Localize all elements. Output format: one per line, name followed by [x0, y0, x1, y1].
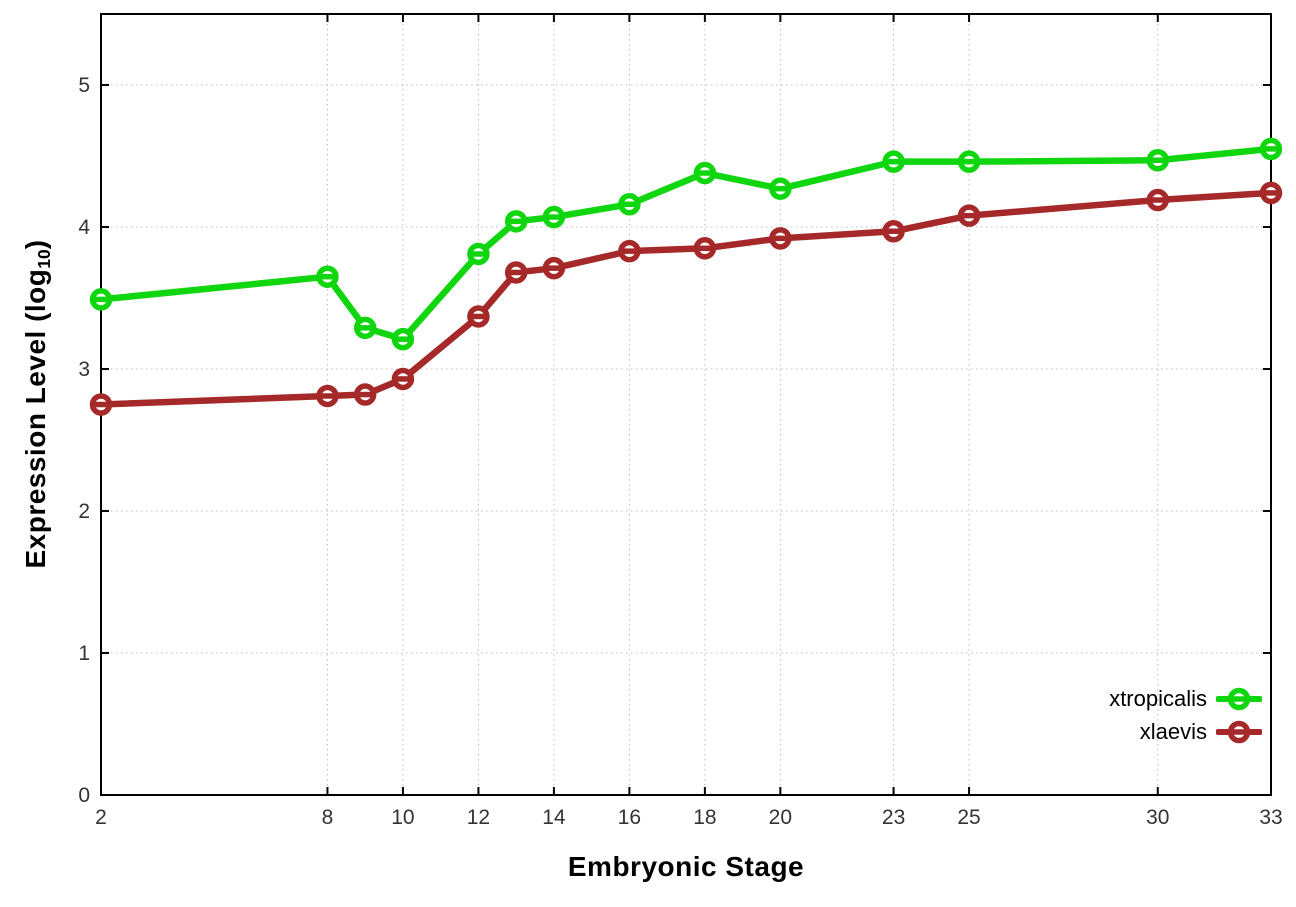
x-tick-label: 10 — [391, 806, 414, 829]
x-tick-label: 20 — [769, 806, 792, 829]
y-tick-label: 1 — [78, 642, 90, 665]
legend-label: xlaevis — [1139, 718, 1207, 744]
x-axis-title: Embryonic Stage — [567, 851, 805, 882]
x-tick-label: 30 — [1146, 806, 1169, 829]
y-axis-title-subscript: 10 — [33, 249, 54, 269]
y-axis-title: Expression Level (log10) — [20, 239, 55, 568]
x-tick-label: 14 — [542, 806, 566, 829]
x-tick-label: 8 — [322, 806, 334, 829]
legend: xtropicalis xlaevis — [1109, 682, 1262, 748]
legend-marker-sample — [1216, 687, 1262, 710]
y-axis-title-text: Expression Level (log — [20, 268, 51, 569]
legend-label: xtropicalis — [1109, 685, 1207, 711]
legend-item: xtropicalis — [1109, 682, 1262, 715]
x-tick-label: 25 — [957, 806, 980, 829]
y-tick-label: 2 — [78, 500, 90, 523]
x-tick-label: 16 — [618, 806, 641, 829]
x-tick-label: 23 — [882, 806, 905, 829]
x-tick-label: 33 — [1259, 806, 1282, 829]
y-tick-label: 4 — [78, 216, 90, 239]
legend-marker-sample — [1216, 720, 1262, 743]
y-tick-label: 0 — [78, 784, 90, 807]
x-tick-label: 2 — [95, 806, 107, 829]
y-tick-label: 5 — [78, 74, 90, 97]
legend-marker-icon — [1216, 686, 1262, 712]
legend-item: xlaevis — [1140, 715, 1262, 748]
x-tick-label: 12 — [467, 806, 490, 829]
y-axis-title-close: ) — [20, 239, 51, 250]
y-tick-label: 3 — [78, 358, 90, 381]
x-tick-label: 18 — [693, 806, 716, 829]
legend-marker-icon — [1216, 719, 1262, 745]
